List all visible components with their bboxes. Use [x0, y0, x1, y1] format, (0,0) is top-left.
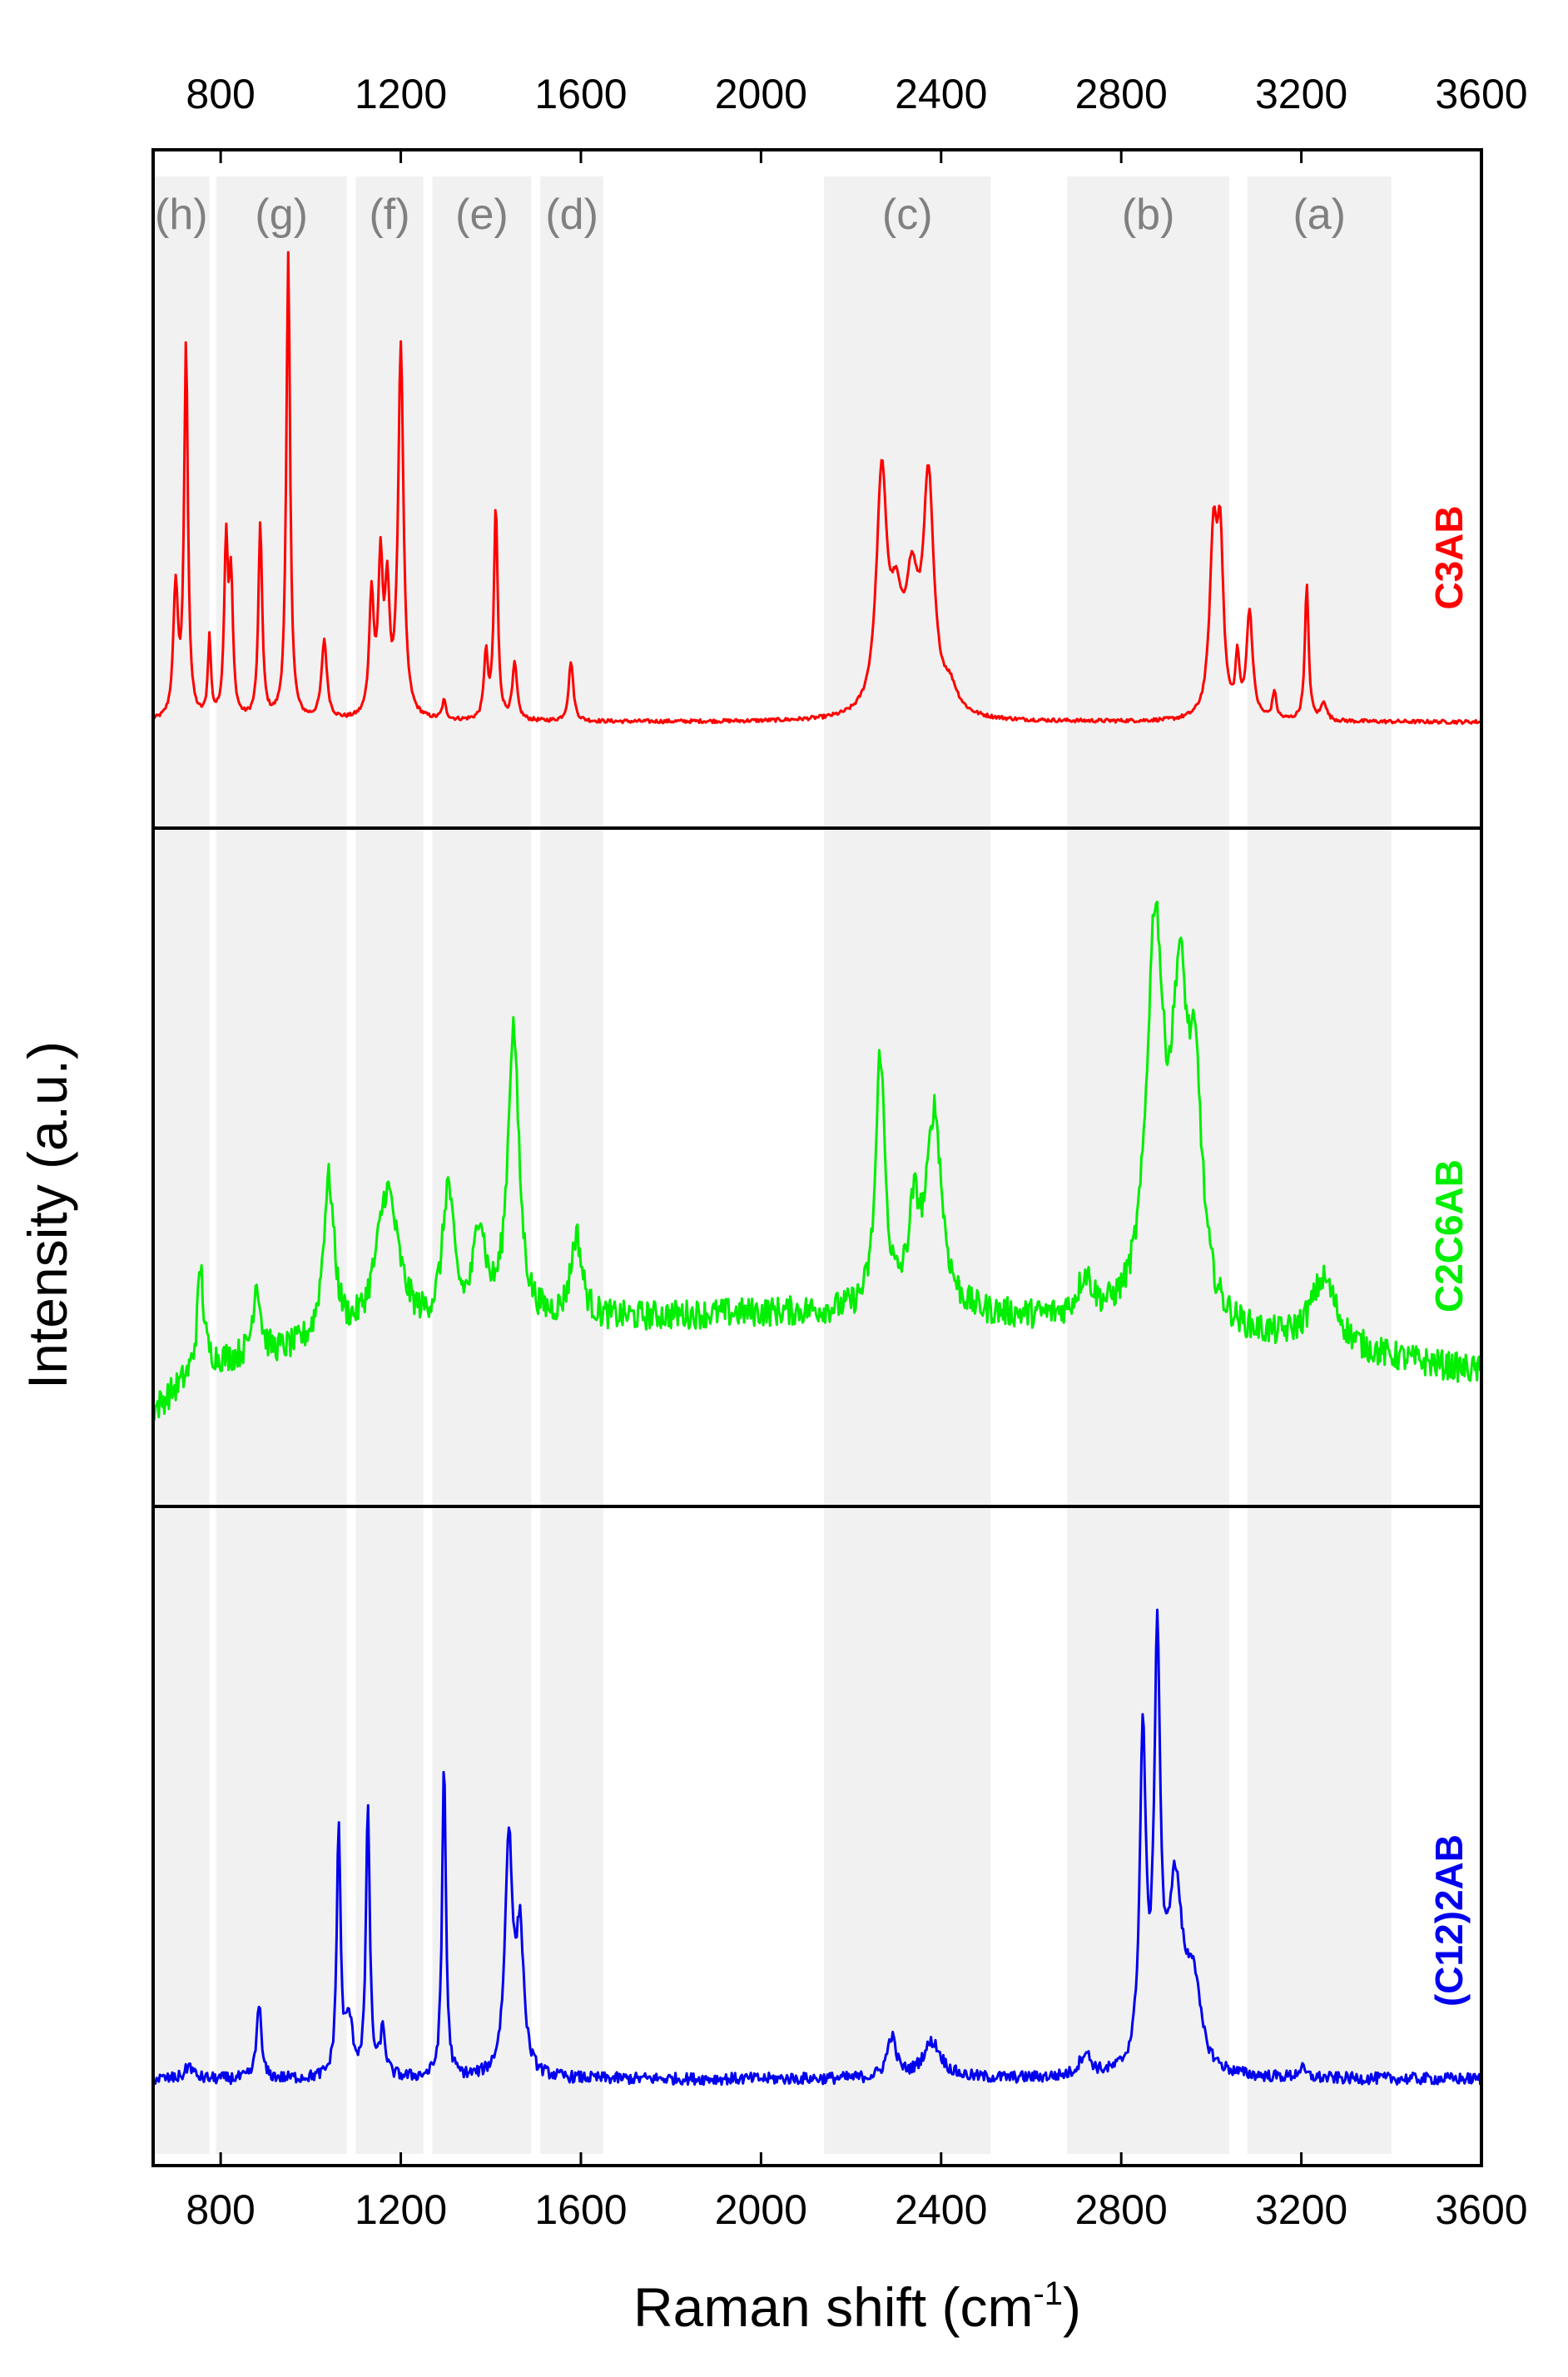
band-label-c: (c) — [882, 191, 933, 239]
x-axis-title-end: ) — [1063, 2276, 1081, 2338]
x-axis-title-superscript: -1 — [1033, 2275, 1063, 2312]
x-tick-label-bottom: 3600 — [1435, 2186, 1527, 2233]
x-tick-label-top: 3600 — [1435, 71, 1527, 117]
x-axis-title-main: Raman shift (cm — [633, 2276, 1033, 2338]
band-label-f: (f) — [369, 191, 409, 239]
x-tick-label-top: 1200 — [355, 71, 447, 117]
x-tick-label-top: 2400 — [895, 71, 987, 117]
x-tick-label-top: 2800 — [1075, 71, 1168, 117]
spectra-series — [151, 251, 1483, 2087]
x-tick-label-top: 2000 — [715, 71, 807, 117]
band-label-d: (d) — [545, 191, 598, 239]
x-tick-label-bottom: 2800 — [1075, 2186, 1168, 2233]
x-tick-label-bottom: 1200 — [355, 2186, 447, 2233]
chart-labels: (a) (b) (c) (d) (e) (f) (g) (h) C3AB C2C6AB (C12)2… — [155, 191, 1471, 2007]
series-line-c2c6ab — [151, 901, 1483, 1422]
band-label-g: (g) — [255, 191, 308, 239]
band-label-a: (a) — [1293, 191, 1346, 239]
x-axis-title: Raman shift (cm-1) — [633, 2275, 1081, 2338]
band-c — [824, 176, 991, 2154]
band-label-h: (h) — [155, 191, 208, 239]
series-line-c122ab — [151, 1608, 1483, 2087]
x-tick-label-top: 1600 — [534, 71, 627, 117]
x-tick-label-bottom: 2400 — [895, 2186, 987, 2233]
band-d — [540, 176, 604, 2154]
x-tick-label-bottom: 800 — [186, 2186, 255, 2233]
series-line-c3ab — [152, 251, 1482, 725]
series-label-c122ab: (C12)2AB — [1427, 1834, 1471, 2007]
x-tick-label-bottom: 3200 — [1255, 2186, 1347, 2233]
band-e — [432, 176, 532, 2154]
x-tick-label-top: 3200 — [1255, 71, 1347, 117]
band-h — [153, 176, 210, 2154]
y-axis-title: Intensity (a.u.) — [17, 1041, 78, 1389]
x-tick-label-bottom: 1600 — [534, 2186, 627, 2233]
band-b — [1067, 176, 1230, 2154]
series-label-c3ab: C3AB — [1427, 505, 1471, 609]
x-tick-label-top: 800 — [186, 71, 255, 117]
plot-frame — [151, 148, 1483, 2167]
x-tick-label-bottom: 2000 — [715, 2186, 807, 2233]
band-label-e: (e) — [455, 191, 509, 239]
series-label-c2c6ab: C2C6AB — [1427, 1159, 1471, 1313]
axis-ticks: 800 800 1200 1200 1600 1600 2000 2000 2400 2400 28… — [186, 71, 1527, 2233]
panel-frames — [151, 148, 1483, 2167]
band-a — [1247, 176, 1392, 2154]
band-label-b: (b) — [1122, 191, 1175, 239]
band-g — [216, 176, 347, 2154]
